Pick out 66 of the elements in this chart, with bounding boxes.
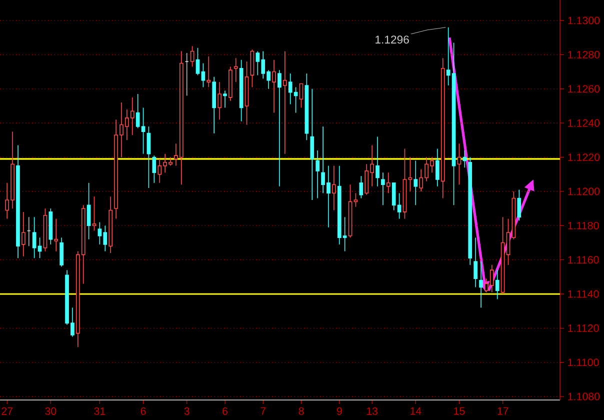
y-tick-label: 1.1080	[568, 392, 600, 400]
candlestick	[223, 90, 227, 108]
candlestick	[408, 156, 412, 192]
candlestick	[86, 182, 91, 240]
x-tick-label: 6	[222, 407, 228, 415]
candlestick	[146, 126, 151, 188]
candlestick	[38, 237, 42, 259]
x-tick-label: 17	[498, 407, 508, 415]
candlestick	[316, 150, 320, 199]
x-tick-label: 3	[184, 407, 190, 415]
x-tick-label: 27	[2, 407, 12, 415]
candlestick	[22, 212, 26, 257]
candlestick	[354, 192, 358, 208]
y-tick-label: 1.1180	[568, 222, 599, 230]
candlestick	[457, 143, 462, 186]
y-tick-label: 1.1300	[568, 16, 600, 24]
y-tick-label: 1.1200	[568, 188, 600, 196]
x-tick-label: 6	[140, 407, 146, 415]
candlestick	[506, 218, 510, 266]
candlestick	[474, 237, 478, 288]
y-tick-label: 1.1240	[568, 119, 600, 127]
annotation: 1.1296	[376, 36, 409, 44]
candlestick	[272, 59, 276, 114]
candlestick	[218, 82, 222, 120]
candlestick	[184, 52, 189, 96]
x-tick-label: 13	[366, 407, 378, 415]
x-tick-label: 7	[260, 407, 266, 415]
y-tick-label: 1.1120	[568, 324, 599, 332]
candlestick	[206, 56, 211, 88]
candlestick	[517, 189, 522, 221]
candlestick	[152, 155, 156, 184]
candlestick	[278, 70, 282, 187]
y-tick-label: 1.1280	[568, 50, 600, 58]
x-tick-label: 9	[336, 407, 342, 415]
y-tick-label: 1.1100	[568, 358, 599, 366]
candlestick	[190, 46, 194, 68]
x-tick-label: 30	[45, 407, 56, 415]
candlestick	[196, 47, 200, 76]
y-tick-label: 1.1220	[568, 153, 600, 162]
candlestick	[462, 150, 467, 168]
candlestick	[479, 261, 483, 308]
candlestick	[234, 58, 238, 82]
candlestick	[381, 172, 385, 206]
candlestick	[60, 237, 64, 268]
candlestick	[282, 50, 287, 154]
candlestick	[436, 148, 440, 187]
candlestick	[414, 160, 418, 206]
candlestick	[26, 216, 31, 247]
candlestick	[299, 83, 304, 108]
x-tick-label: 31	[94, 407, 106, 415]
x-tick-label: 8	[298, 407, 304, 415]
candlestick	[332, 165, 336, 211]
candlestick	[250, 49, 254, 88]
candlestick	[376, 136, 380, 187]
y-tick-label: 1.1160	[568, 256, 599, 264]
candlestick	[359, 176, 364, 199]
candlestick	[386, 172, 390, 194]
candlestick	[32, 216, 36, 259]
candlestick	[310, 88, 314, 200]
x-tick-label: 14	[410, 407, 422, 415]
candlestick	[495, 270, 500, 300]
candlestick	[54, 218, 58, 252]
y-tick-label: 1.1260	[568, 85, 600, 93]
candlestick	[92, 196, 96, 232]
x-tick-label: 15	[454, 407, 465, 415]
y-tick-label: 1.1140	[568, 290, 599, 298]
